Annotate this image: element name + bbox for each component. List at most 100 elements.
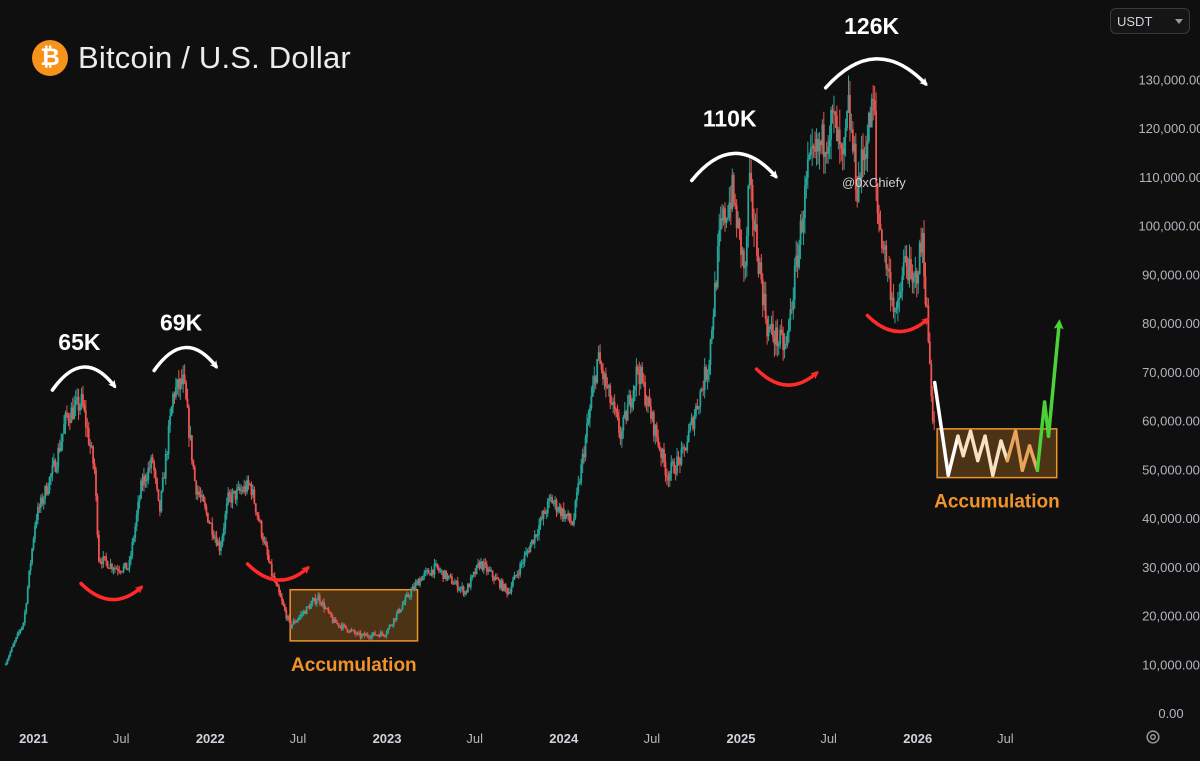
currency-selector[interactable]: USDT (1110, 8, 1190, 34)
y-tick-label: 80,000.00 (1142, 316, 1200, 331)
candle-body (764, 293, 767, 319)
bounce-arc-arrow (79, 581, 144, 602)
candle-body (410, 590, 413, 597)
candle-body (190, 435, 193, 461)
candle-body (141, 480, 144, 486)
candle-body (374, 632, 376, 636)
candle-body (671, 461, 674, 463)
candle-body (449, 575, 452, 577)
candle-body (673, 461, 676, 474)
candle-body (676, 456, 678, 474)
candle-body (519, 563, 522, 575)
chart-header: ₿ Bitcoin / U.S. Dollar (32, 40, 351, 76)
candle-body (122, 566, 125, 572)
candle-body (530, 539, 533, 545)
candle-body (359, 632, 362, 638)
candle-body (259, 520, 262, 522)
candle-body (554, 499, 556, 503)
candle-body (626, 404, 629, 421)
candle-body (150, 457, 153, 468)
candle-body (589, 408, 591, 419)
candlesticks (5, 75, 936, 666)
candle-body (693, 416, 696, 429)
candle-body (267, 554, 270, 562)
candle-body (288, 616, 291, 621)
candle-body (907, 266, 909, 281)
candle-body (804, 184, 806, 219)
candle-body (421, 575, 424, 581)
candle-body (291, 624, 294, 628)
peak-arc-arrow (152, 345, 218, 373)
candle-body (453, 582, 456, 585)
candle-body (189, 435, 192, 438)
candle-body (21, 626, 23, 630)
candle-body (795, 255, 798, 266)
candle-body (251, 489, 254, 496)
candle-body (344, 625, 347, 629)
candle-body (89, 444, 92, 447)
candle-body (680, 448, 683, 465)
candle-body (876, 183, 879, 214)
candle-body (205, 506, 208, 513)
candle-body (246, 480, 248, 492)
candle-body (928, 341, 931, 365)
candle-body (718, 229, 721, 246)
candle-body (580, 464, 583, 483)
candle-body (619, 432, 622, 440)
candle-body (806, 159, 809, 178)
bounce-arc-arrow (865, 313, 930, 334)
candle-body (389, 625, 392, 627)
candle-body (391, 624, 394, 626)
candle-body (709, 339, 712, 365)
candle-body (587, 418, 590, 424)
x-tick-label: 2024 (549, 731, 579, 746)
candle-body (331, 617, 334, 623)
candle-body (555, 499, 558, 512)
candle-body (889, 271, 892, 301)
candle-body (851, 129, 854, 152)
projection-segment (968, 429, 980, 463)
candle-body (26, 587, 29, 604)
projection-segment (932, 380, 950, 477)
candle-body (751, 184, 754, 220)
candle-body (529, 544, 532, 553)
candle-body (501, 580, 504, 591)
candle-body (45, 485, 48, 495)
candle-body (244, 485, 247, 492)
candle-body (507, 591, 510, 595)
candle-body (910, 259, 912, 271)
candle-body (741, 250, 744, 255)
candle-body (818, 141, 821, 152)
projection-segment (976, 434, 987, 463)
candle-body (867, 112, 870, 142)
candle-body (448, 575, 450, 577)
candle-body (866, 141, 869, 159)
candle-body (557, 510, 559, 512)
candle-body (805, 177, 808, 185)
candle-body (446, 575, 449, 580)
candle-body (311, 600, 314, 604)
candle-body (705, 366, 708, 380)
candle-body (690, 417, 693, 424)
candle-body (561, 508, 564, 517)
candle-body (737, 218, 739, 229)
candle-body (815, 139, 818, 152)
gear-icon[interactable] (1144, 728, 1162, 746)
candle-body (346, 628, 349, 632)
candle-body (517, 574, 520, 576)
candle-body (90, 446, 93, 448)
candle-body (782, 332, 785, 351)
candle-body (57, 447, 60, 468)
candle-body (750, 172, 753, 185)
peak-arc-arrow (50, 365, 117, 392)
candle-body (490, 570, 493, 572)
candle-body (95, 469, 97, 496)
candle-body (102, 556, 105, 565)
candle-body (185, 381, 187, 400)
candle-body (175, 387, 177, 398)
candle-body (31, 548, 33, 564)
candle-body (28, 570, 31, 588)
candle-body (318, 595, 321, 603)
candle-body (509, 591, 511, 593)
candle-body (127, 568, 129, 570)
